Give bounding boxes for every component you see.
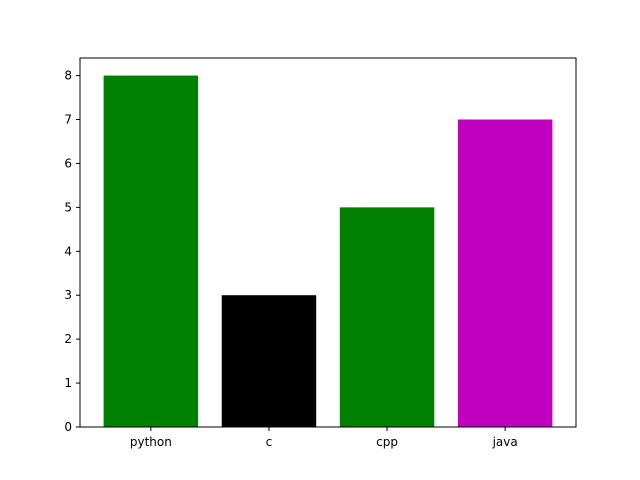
x-axis: python c cpp java bbox=[130, 427, 518, 449]
x-tick-label-java: java bbox=[492, 435, 518, 449]
y-tick-label: 5 bbox=[64, 200, 72, 214]
plot-area-frame bbox=[79, 57, 577, 428]
x-tick-label-cpp: cpp bbox=[376, 435, 398, 449]
y-axis: 0 1 2 3 4 5 6 7 8 bbox=[64, 69, 80, 434]
y-tick-label: 8 bbox=[64, 69, 72, 83]
y-tick-label: 3 bbox=[64, 288, 72, 302]
bar-python bbox=[103, 75, 199, 428]
bar-c bbox=[221, 295, 317, 427]
bars-group bbox=[103, 75, 553, 428]
y-tick-label: 0 bbox=[64, 420, 72, 434]
y-tick-label: 4 bbox=[64, 244, 72, 258]
bar-java bbox=[457, 119, 553, 427]
y-tick-label: 2 bbox=[64, 332, 72, 346]
y-tick-label: 1 bbox=[64, 376, 72, 390]
bar-cpp bbox=[339, 207, 435, 427]
y-tick-label: 7 bbox=[64, 113, 72, 127]
y-tick-label: 6 bbox=[64, 156, 72, 170]
x-tick-label-c: c bbox=[266, 435, 273, 449]
x-tick-label-python: python bbox=[130, 435, 172, 449]
